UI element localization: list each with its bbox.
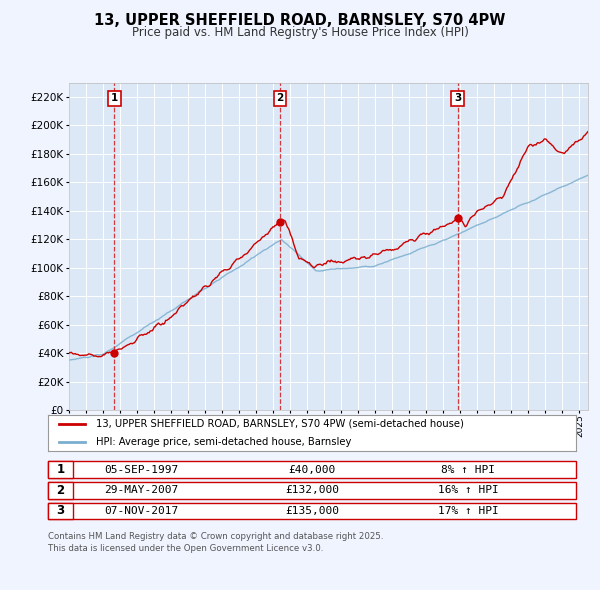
Text: 17% ↑ HPI: 17% ↑ HPI <box>437 506 499 516</box>
Text: 05-SEP-1997: 05-SEP-1997 <box>104 465 178 474</box>
Text: Contains HM Land Registry data © Crown copyright and database right 2025.
This d: Contains HM Land Registry data © Crown c… <box>48 532 383 553</box>
Text: 2: 2 <box>277 93 284 103</box>
Text: 13, UPPER SHEFFIELD ROAD, BARNSLEY, S70 4PW (semi-detached house): 13, UPPER SHEFFIELD ROAD, BARNSLEY, S70 … <box>95 419 463 429</box>
Text: 1: 1 <box>111 93 118 103</box>
Text: 2: 2 <box>56 484 65 497</box>
Text: 3: 3 <box>56 504 65 517</box>
Text: 1: 1 <box>56 463 65 476</box>
Text: £135,000: £135,000 <box>285 506 339 516</box>
Text: £40,000: £40,000 <box>289 465 335 474</box>
Text: HPI: Average price, semi-detached house, Barnsley: HPI: Average price, semi-detached house,… <box>95 437 351 447</box>
Text: £132,000: £132,000 <box>285 486 339 495</box>
Text: 8% ↑ HPI: 8% ↑ HPI <box>441 465 495 474</box>
Text: 07-NOV-2017: 07-NOV-2017 <box>104 506 178 516</box>
Text: Price paid vs. HM Land Registry's House Price Index (HPI): Price paid vs. HM Land Registry's House … <box>131 26 469 39</box>
Text: 13, UPPER SHEFFIELD ROAD, BARNSLEY, S70 4PW: 13, UPPER SHEFFIELD ROAD, BARNSLEY, S70 … <box>94 13 506 28</box>
Text: 16% ↑ HPI: 16% ↑ HPI <box>437 486 499 495</box>
Text: 3: 3 <box>454 93 461 103</box>
Text: 29-MAY-2007: 29-MAY-2007 <box>104 486 178 495</box>
